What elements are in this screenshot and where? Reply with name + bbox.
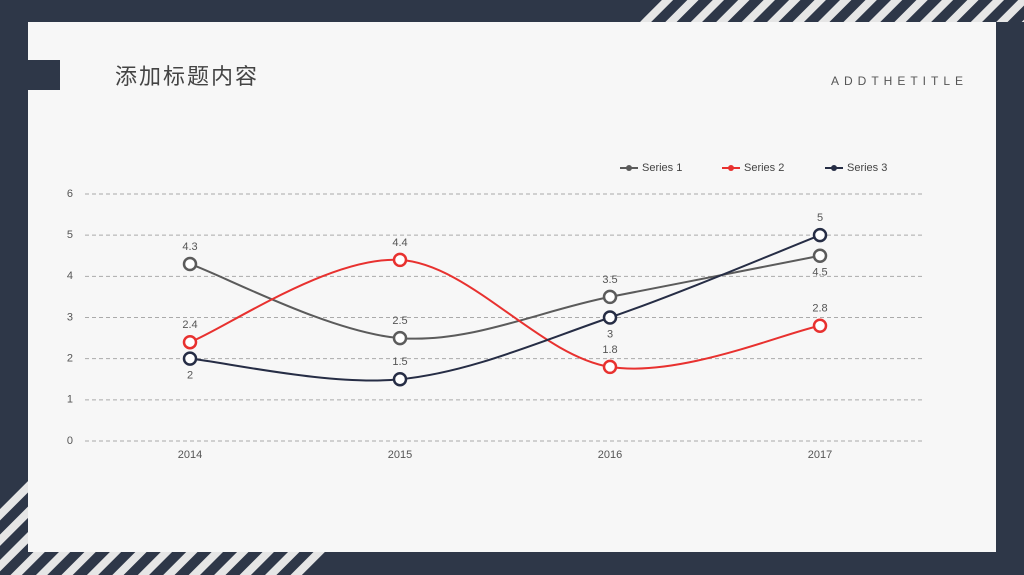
legend-dot [831, 165, 837, 171]
data-label: 3.5 [602, 274, 617, 286]
x-tick-label: 2014 [178, 449, 202, 461]
title-marker [28, 60, 60, 90]
point-marker [812, 318, 828, 333]
series-line [189, 234, 821, 382]
legend-dot [626, 165, 632, 171]
legend-label: Series 2 [744, 162, 784, 174]
slide-title: 添加标题内容 [115, 65, 259, 90]
data-label: 2 [187, 370, 193, 382]
point-marker [392, 252, 408, 268]
data-label: 1.5 [392, 356, 407, 368]
data-label: 2.5 [392, 315, 407, 327]
x-tick-label: 2015 [388, 449, 412, 461]
data-label: 4.4 [392, 237, 407, 249]
x-tick-label: 2016 [598, 449, 622, 461]
point-marker [182, 256, 198, 272]
data-label: 2.4 [182, 319, 197, 331]
y-tick-label: 3 [67, 311, 73, 323]
point-marker [602, 359, 618, 375]
slide-subtitle: ADDTHETITLE [831, 74, 968, 88]
point-marker [392, 372, 408, 387]
legend-label: Series 1 [642, 162, 682, 174]
data-label: 5 [817, 212, 823, 224]
panel [28, 22, 996, 552]
point-marker [392, 330, 408, 346]
point-marker [182, 334, 198, 350]
series-line [189, 258, 821, 370]
legend-dot [728, 165, 734, 171]
y-tick-label: 2 [67, 353, 73, 365]
point-marker [812, 248, 828, 263]
y-tick-label: 0 [67, 435, 73, 447]
data-label: 1.8 [602, 344, 617, 356]
data-label: 2.8 [812, 303, 827, 315]
y-tick-label: 1 [67, 394, 73, 406]
x-tick-label: 2017 [808, 449, 832, 461]
legend-label: Series 3 [847, 162, 887, 174]
point-marker [602, 310, 618, 325]
y-tick-label: 5 [67, 229, 73, 241]
point-marker [182, 351, 198, 366]
point-marker [812, 227, 828, 243]
data-label: 4.3 [182, 241, 197, 253]
y-tick-label: 6 [67, 188, 73, 200]
point-marker [602, 289, 618, 305]
data-label: 4.5 [812, 267, 827, 279]
y-tick-label: 4 [67, 270, 73, 282]
data-label: 3 [607, 328, 613, 340]
